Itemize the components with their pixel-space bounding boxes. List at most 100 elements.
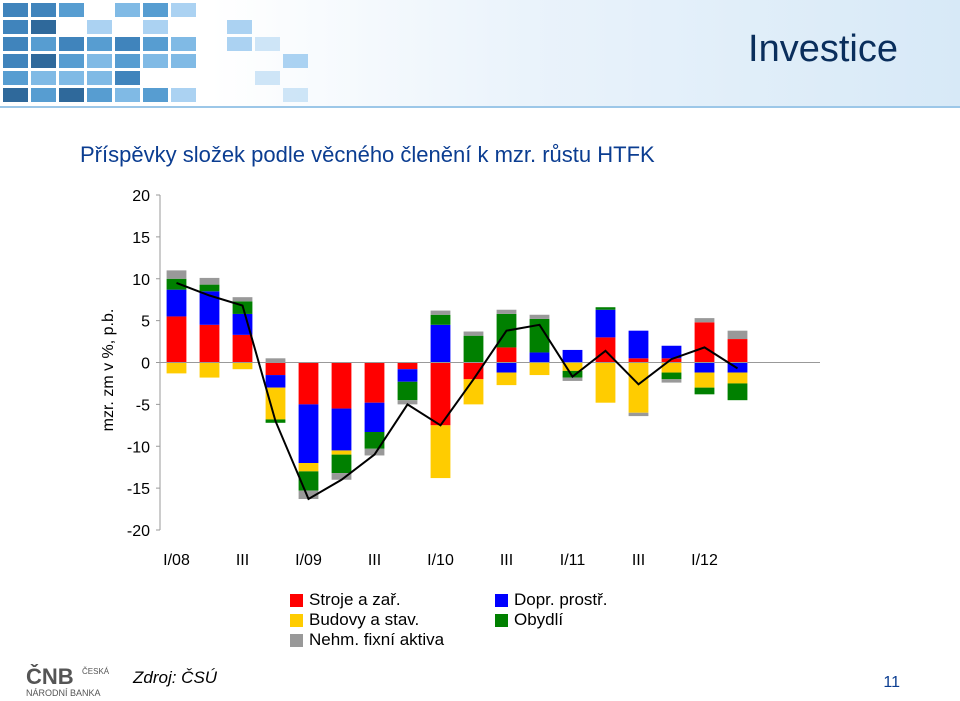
bar-segment-4	[694, 318, 715, 323]
mosaic-tile	[115, 3, 140, 17]
mosaic-tile	[115, 37, 140, 51]
bar-segment-4	[331, 473, 352, 480]
mosaic-tile	[115, 71, 140, 85]
y-tick-label: -20	[127, 523, 150, 540]
legend-label: Budovy a stav.	[309, 610, 420, 629]
bar-segment-3	[595, 307, 616, 310]
bar-segment-3	[562, 370, 583, 378]
mosaic-tile	[59, 71, 84, 85]
mosaic-tile	[87, 54, 112, 68]
mosaic-tile	[227, 37, 252, 51]
slide-title: Investice	[748, 28, 898, 70]
bar-segment-4	[661, 379, 682, 383]
bar-segment-0	[397, 362, 418, 370]
mosaic-tile	[59, 3, 84, 17]
bar-segment-0	[364, 362, 385, 403]
legend-swatch	[290, 593, 303, 607]
y-tick-label: 0	[141, 356, 150, 373]
mosaic-tile	[3, 3, 28, 17]
bar-segment-1	[562, 349, 583, 363]
bar-segment-0	[661, 358, 682, 363]
mosaic-tile	[31, 20, 56, 34]
mosaic-tile	[31, 88, 56, 102]
mosaic-tile	[3, 71, 28, 85]
bar-segment-0	[331, 362, 352, 409]
legend-swatch	[495, 593, 508, 607]
mosaic-tile	[171, 37, 196, 51]
bar-segment-1	[232, 313, 253, 335]
mosaic-tile	[87, 71, 112, 85]
bar-segment-4	[529, 314, 550, 319]
mosaic-tile	[59, 37, 84, 51]
bar-segment-3	[727, 383, 748, 401]
bar-segment-4	[265, 358, 286, 363]
bar-segment-2	[694, 372, 715, 388]
y-tick-label: 5	[141, 314, 150, 331]
x-tick-label: III	[236, 552, 249, 569]
mosaic-tile	[283, 54, 308, 68]
x-tick-label: I/10	[427, 552, 454, 569]
y-tick-label: -15	[127, 481, 150, 498]
bar-segment-4	[496, 309, 517, 314]
bar-segment-1	[694, 362, 715, 373]
legend-swatch	[495, 613, 508, 627]
bar-segment-3	[694, 387, 715, 395]
mosaic-tile	[31, 54, 56, 68]
bar-segment-2	[496, 372, 517, 386]
bar-segment-4	[397, 400, 418, 405]
mosaic-tile	[143, 88, 168, 102]
bar-segment-0	[628, 358, 649, 363]
legend-item: Budovy a stav.	[290, 610, 419, 630]
bar-segment-2	[166, 362, 187, 374]
bar-segment-4	[166, 270, 187, 279]
svg-text:ČESKÁ: ČESKÁ	[82, 667, 110, 676]
mosaic-tile	[227, 20, 252, 34]
bar-segment-4	[562, 377, 583, 381]
mosaic-tile	[31, 3, 56, 17]
mosaic-tile	[31, 37, 56, 51]
legend-swatch	[290, 613, 303, 627]
bar-segment-2	[298, 463, 319, 472]
bar-segment-2	[331, 450, 352, 455]
legend-swatch	[290, 633, 303, 647]
bar-segment-0	[727, 339, 748, 363]
mosaic-tile	[115, 88, 140, 102]
bar-segment-1	[529, 352, 550, 363]
mosaic-tile	[59, 88, 84, 102]
legend-label: Obydlí	[514, 610, 564, 629]
bar-segment-3	[331, 454, 352, 474]
bar-segment-2	[628, 362, 649, 413]
bar-segment-0	[166, 316, 187, 363]
legend-item: Nehm. fixní aktiva	[290, 630, 444, 650]
total-growth-line	[176, 281, 739, 501]
bar-segment-1	[397, 369, 418, 382]
bar-segment-2	[265, 387, 286, 420]
mosaic-tile	[87, 20, 112, 34]
bar-segment-4	[199, 277, 220, 285]
page-number: 11	[883, 674, 900, 691]
y-tick-label: -5	[136, 397, 150, 414]
bar-segment-3	[166, 278, 187, 290]
bar-segment-1	[496, 362, 517, 373]
bar-segment-4	[298, 490, 319, 500]
bar-segment-1	[430, 324, 451, 363]
x-tick-label: I/12	[691, 552, 718, 569]
mosaic-tile	[255, 37, 280, 51]
cnb-logo: ČNB ČESKÁ NÁRODNÍ BANKA	[26, 664, 110, 698]
legend-label: Stroje a zař.	[309, 590, 401, 609]
mosaic-tile	[283, 88, 308, 102]
legend-item: Dopr. prostř.	[495, 590, 608, 610]
x-tick-label: III	[500, 552, 513, 569]
x-tick-label: I/11	[560, 552, 586, 569]
mosaic-tile	[115, 54, 140, 68]
source-note: Zdroj: ČSÚ	[133, 668, 218, 687]
legend: Stroje a zař. Dopr. prostř. Budovy a stav.…	[290, 590, 690, 652]
legend-item: Stroje a zař.	[290, 590, 401, 610]
bar-segment-4	[727, 330, 748, 340]
bar-segment-3	[661, 372, 682, 380]
mosaic-tile	[3, 20, 28, 34]
bar-segment-0	[298, 362, 319, 405]
mosaic-tile	[143, 20, 168, 34]
x-tick-label: I/09	[295, 552, 322, 569]
mosaic-tile	[143, 54, 168, 68]
